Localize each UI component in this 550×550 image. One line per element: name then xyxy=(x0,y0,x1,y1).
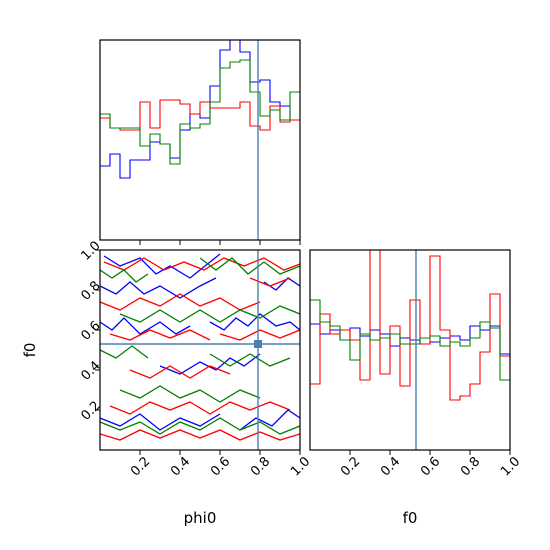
f0-histogram-red xyxy=(310,250,510,401)
phi0-histogram-panel xyxy=(99,39,301,245)
contour-line-red xyxy=(249,277,291,287)
contour-line-blue xyxy=(159,353,261,375)
f0-histogram-frame xyxy=(309,249,511,451)
contour-frame xyxy=(99,249,301,451)
phi0-joint-x-tick-label: 0.4 xyxy=(168,454,193,479)
contour-line-red xyxy=(100,293,261,311)
f0-histogram-panel: 0.2 0.4 0.6 0.8 1.0 xyxy=(309,249,523,479)
contour-line-green xyxy=(100,345,149,359)
contour-line-green xyxy=(119,385,261,403)
f0-histogram-green xyxy=(310,299,510,381)
contour-line-red xyxy=(109,329,211,341)
contour-line-green xyxy=(100,269,149,283)
f0-hist-x-tick-label: 0.8 xyxy=(458,454,483,479)
contour-line-green xyxy=(119,305,300,323)
contour-line-red xyxy=(129,365,231,379)
contour-line-red xyxy=(109,401,291,415)
contour-line-green xyxy=(209,353,291,367)
x-axis-label-phi0: phi0 xyxy=(184,509,217,527)
contour-line-red xyxy=(219,329,300,341)
y-axis-label-f0: f0 xyxy=(21,343,39,358)
phi0-joint-x-tick-label: 0.6 xyxy=(208,454,233,479)
contour-line-red xyxy=(100,429,300,441)
contour-line-blue xyxy=(100,277,217,299)
f0-hist-x-tick-label: 1.0 xyxy=(498,454,523,479)
x-axis-label-f0: f0 xyxy=(403,509,418,527)
contour-line-green xyxy=(199,257,300,275)
phi0-histogram-red xyxy=(100,99,300,131)
phi0-joint-x-tick-label: 0.8 xyxy=(248,454,273,479)
phi0-f0-contour-panel: 0.2 0.4 0.6 0.8 1.00.20.40.60.81.0 xyxy=(78,238,313,479)
f0-hist-x-tick-label: 0.4 xyxy=(378,454,403,479)
truth-marker xyxy=(254,340,262,348)
contour-line-blue xyxy=(100,317,191,335)
phi0-joint-x-tick-label: 1.0 xyxy=(288,454,313,479)
contour-line-green xyxy=(100,417,300,435)
contour-line-red xyxy=(103,257,300,271)
contour-line-blue xyxy=(263,277,300,291)
contour-line-blue xyxy=(103,253,221,279)
phi0-histogram-blue xyxy=(100,40,300,179)
phi0-histogram-green xyxy=(100,59,300,165)
contour-line-blue xyxy=(239,409,300,431)
phi0-joint-x-tick-label: 0.2 xyxy=(128,454,153,479)
f0-hist-x-tick-label: 0.2 xyxy=(338,454,363,479)
phi0-histogram-frame xyxy=(99,39,301,241)
contour-line-blue xyxy=(100,413,221,431)
contour-line-blue xyxy=(209,313,300,331)
f0-hist-x-tick-label: 0.6 xyxy=(418,454,443,479)
